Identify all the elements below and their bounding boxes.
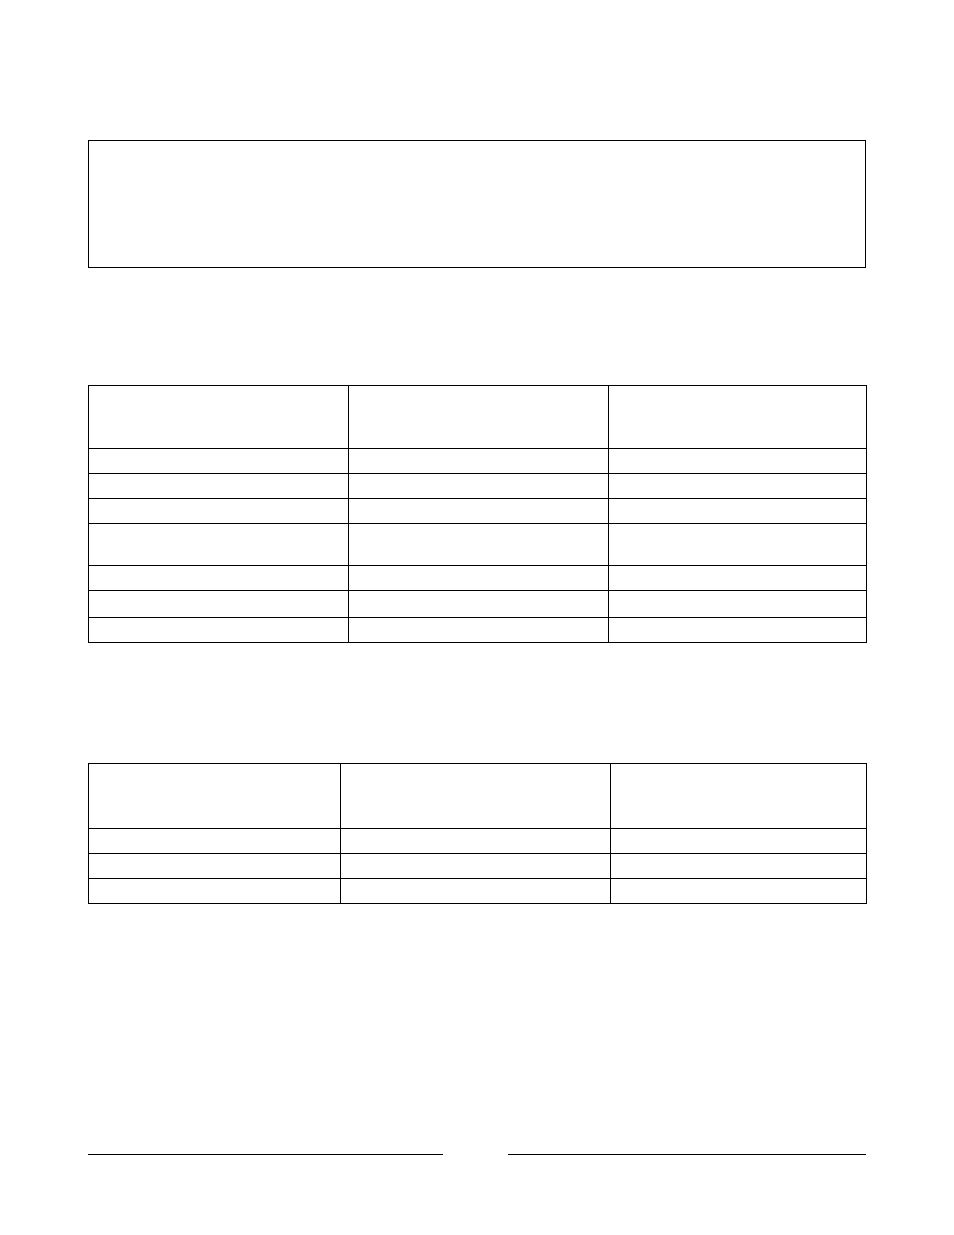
- table2-col-2: [341, 764, 611, 829]
- table1-cell: [349, 474, 609, 499]
- table1-cell: [609, 591, 867, 618]
- table1-cell: [89, 591, 349, 618]
- table1-cell: [349, 449, 609, 474]
- table2-cell: [341, 879, 611, 904]
- table1-row: [89, 474, 867, 499]
- table1-cell: [609, 449, 867, 474]
- table2-row: [89, 854, 867, 879]
- table1-cell: [89, 566, 349, 591]
- table1: [88, 385, 867, 643]
- table1-section: [88, 385, 866, 643]
- table2-cell: [341, 854, 611, 879]
- table2-cell: [89, 829, 341, 854]
- table1-col-3: [609, 386, 867, 449]
- table2-header-row: [89, 764, 867, 829]
- table1-col-1: [89, 386, 349, 449]
- table1-row: [89, 566, 867, 591]
- table1-cell: [609, 524, 867, 566]
- table1-cell: [89, 618, 349, 643]
- table2-col-3: [611, 764, 867, 829]
- table1-cell: [349, 566, 609, 591]
- table2-cell: [341, 829, 611, 854]
- table2-cell: [89, 854, 341, 879]
- table1-row: [89, 618, 867, 643]
- table2-cell: [611, 879, 867, 904]
- table2-row: [89, 879, 867, 904]
- table1-cell: [609, 566, 867, 591]
- table1-col-2: [349, 386, 609, 449]
- table1-cell: [609, 618, 867, 643]
- table2-cell: [611, 829, 867, 854]
- page: [0, 0, 954, 1184]
- table2-cell: [89, 879, 341, 904]
- table1-cell: [349, 499, 609, 524]
- table1-cell: [349, 618, 609, 643]
- table1-cell: [609, 499, 867, 524]
- notice-box: [88, 140, 866, 268]
- signature-area: [88, 1154, 866, 1184]
- table1-cell: [609, 474, 867, 499]
- table1-header-row: [89, 386, 867, 449]
- signature-line-right: [508, 1154, 866, 1155]
- signature-line-left: [88, 1154, 443, 1155]
- table1-cell: [349, 591, 609, 618]
- table1-row: [89, 449, 867, 474]
- table1-row: [89, 524, 867, 566]
- table2-col-1: [89, 764, 341, 829]
- table1-cell: [89, 499, 349, 524]
- table1-row: [89, 499, 867, 524]
- table2-section: [88, 763, 866, 904]
- table2: [88, 763, 867, 904]
- table1-cell: [349, 524, 609, 566]
- table1-cell: [89, 474, 349, 499]
- table1-cell: [89, 524, 349, 566]
- table1-row: [89, 591, 867, 618]
- table2-cell: [611, 854, 867, 879]
- table2-row: [89, 829, 867, 854]
- table1-cell: [89, 449, 349, 474]
